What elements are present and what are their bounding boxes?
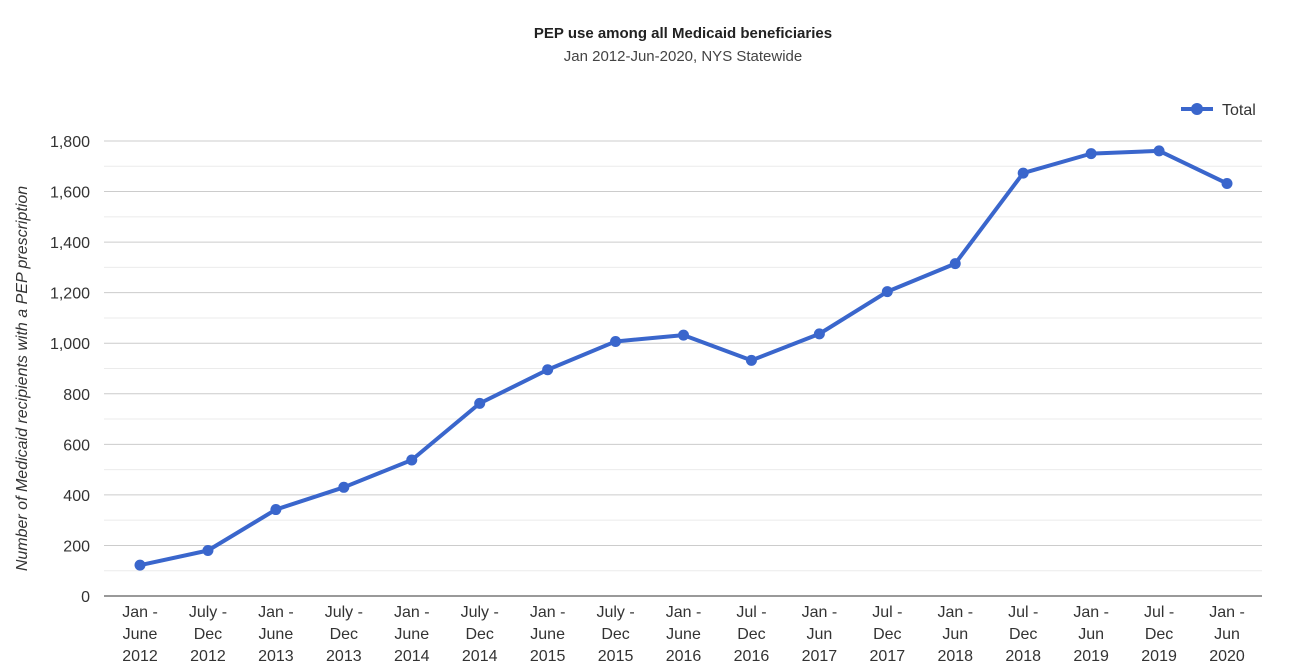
x-tick-label: June — [666, 626, 701, 643]
x-tick-label: Dec — [601, 626, 629, 643]
x-tick-label: July - — [189, 604, 227, 621]
x-tick-label: 2014 — [462, 648, 498, 664]
data-point — [270, 504, 282, 516]
x-tick-label: Dec — [465, 626, 493, 643]
y-tick-label: 400 — [63, 488, 90, 505]
data-point — [949, 258, 961, 270]
x-tick-label: 2018 — [937, 648, 973, 664]
x-tick-label: June — [259, 626, 294, 643]
data-point — [542, 364, 554, 376]
series-group — [134, 145, 1233, 571]
x-tick-label: Dec — [737, 626, 765, 643]
y-tick-label: 1,400 — [50, 235, 90, 252]
x-tick-label: Jun — [806, 626, 832, 643]
data-point — [678, 329, 689, 341]
x-tick-label: 2016 — [734, 648, 770, 664]
data-point — [1085, 148, 1097, 160]
y-tick-label: 800 — [63, 387, 90, 404]
legend-label-total: Total — [1222, 102, 1256, 119]
x-tick-label: 2013 — [326, 648, 362, 664]
x-tick-label: 2017 — [802, 648, 838, 664]
x-tick-label: July - — [325, 604, 363, 621]
gridlines — [104, 140, 1262, 572]
x-tick-label: 2012 — [122, 648, 158, 664]
x-tick-label: July - — [461, 604, 499, 621]
x-tick-label: 2020 — [1209, 648, 1245, 664]
x-tick-label: Jul - — [1008, 604, 1038, 621]
chart-title: PEP use among all Medicaid beneficiaries — [533, 25, 833, 42]
chart-subtitle: Jan 2012-Jun-2020, NYS Statewide — [563, 48, 803, 65]
data-point — [1221, 177, 1233, 189]
data-point — [813, 328, 825, 340]
x-tick-label: June — [530, 626, 565, 643]
x-tick-label: 2019 — [1073, 648, 1109, 664]
data-point — [406, 454, 418, 466]
x-tick-label: Jan - — [530, 604, 566, 621]
y-axis-ticks: 0 200 400 600 800 1,000 1,200 1,400 1,600 1,800 — [50, 134, 90, 606]
legend-dot-marker — [1191, 103, 1203, 115]
series-line-total — [138, 148, 1229, 568]
y-axis-label: Number of Medicaid recipients with a PEP… — [14, 186, 31, 571]
x-tick-label: Jan - — [394, 604, 430, 621]
x-tick-label: Dec — [194, 626, 222, 643]
y-tick-label: 1,600 — [50, 185, 90, 202]
x-tick-label: Jan - — [802, 604, 838, 621]
data-point — [1017, 167, 1029, 179]
data-point — [610, 335, 622, 347]
x-tick-label: 2015 — [530, 648, 566, 664]
data-point — [338, 481, 350, 493]
x-tick-label: 2012 — [190, 648, 226, 664]
y-tick-label: 600 — [63, 437, 90, 454]
x-tick-label: 2017 — [870, 648, 906, 664]
y-tick-label: 1,800 — [50, 134, 90, 151]
x-tick-label: 2019 — [1141, 648, 1177, 664]
x-tick-label: Jan - — [937, 604, 973, 621]
x-tick-label: Dec — [1145, 626, 1173, 643]
data-point — [745, 354, 757, 366]
data-point — [474, 397, 486, 409]
data-point — [1153, 145, 1165, 157]
x-tick-label: Dec — [873, 626, 901, 643]
x-tick-label: Jun — [942, 626, 968, 643]
x-tick-label: 2018 — [1005, 648, 1041, 664]
x-tick-label: Jul - — [736, 604, 766, 621]
legend[interactable]: Total — [1181, 102, 1256, 119]
x-tick-label: 2014 — [394, 648, 430, 664]
data-point — [881, 286, 893, 298]
x-tick-label: Jan - — [1073, 604, 1109, 621]
x-tick-label: 2016 — [666, 648, 702, 664]
x-tick-label: Jan - — [258, 604, 294, 621]
y-tick-label: 1,200 — [50, 286, 90, 303]
x-tick-label: Jan - — [122, 604, 158, 621]
data-point — [202, 545, 214, 556]
x-tick-label: Jun — [1078, 626, 1104, 643]
x-tick-label: June — [394, 626, 429, 643]
y-tick-label: 200 — [63, 538, 90, 555]
x-tick-label: Jun — [1214, 626, 1240, 643]
y-tick-label: 1,000 — [50, 336, 90, 353]
x-tick-label: July - — [596, 604, 634, 621]
x-axis-ticks: Jan - June 2012 July - Dec 2012 Jan - June 2013 J… — [122, 604, 1245, 664]
x-tick-label: Jul - — [1144, 604, 1174, 621]
x-tick-label: Dec — [330, 626, 358, 643]
x-tick-label: Jan - — [1209, 604, 1245, 621]
x-tick-label: 2015 — [598, 648, 634, 664]
x-tick-label: Dec — [1009, 626, 1037, 643]
y-tick-label: 0 — [81, 589, 90, 606]
x-tick-label: 2013 — [258, 648, 294, 664]
x-tick-label: Jan - — [666, 604, 702, 621]
data-point — [134, 559, 146, 571]
x-tick-label: Jul - — [872, 604, 902, 621]
x-tick-label: June — [123, 626, 158, 643]
